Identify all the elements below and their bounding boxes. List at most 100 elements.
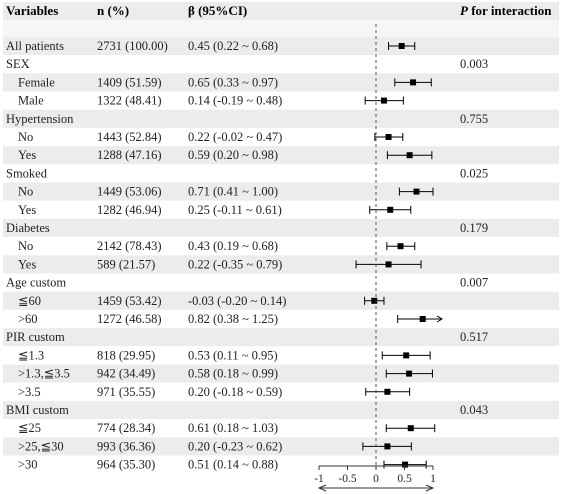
row-band <box>3 237 559 256</box>
row-band <box>3 273 559 292</box>
beta-ci: 0.22 (-0.02 ~ 0.47) <box>188 130 282 144</box>
variable-label: Hypertension <box>6 112 74 126</box>
n-percent: 1459 (53.42) <box>97 294 162 308</box>
n-percent: 942 (34.49) <box>97 367 155 381</box>
point-estimate <box>371 297 378 304</box>
point-estimate <box>402 461 409 468</box>
row-band <box>3 55 559 74</box>
x-tick-label: 1 <box>430 473 436 485</box>
beta-ci: 0.59 (0.20 ~ 0.98) <box>188 148 278 162</box>
beta-ci: 0.61 (0.18 ~ 1.03) <box>188 421 278 435</box>
beta-ci: -0.03 (-0.20 ~ 0.14) <box>188 294 286 308</box>
variable-label: Yes <box>18 257 36 271</box>
direction-arrow-right <box>425 484 435 492</box>
n-percent: 2142 (78.43) <box>97 239 162 253</box>
point-estimate <box>419 316 426 322</box>
x-axis: -1 -0.5 0 0.5 1 <box>314 24 436 492</box>
variable-label: >60 <box>18 312 38 326</box>
row-band <box>3 36 559 56</box>
variable-label: >25,≦30 <box>18 439 64 453</box>
n-percent: 1272 (46.58) <box>97 312 162 326</box>
row-band <box>3 146 559 165</box>
variable-label: Diabetes <box>6 221 50 235</box>
row-band <box>3 127 559 147</box>
p-interaction: 0.003 <box>460 57 488 71</box>
row-band <box>3 164 559 183</box>
point-estimate <box>406 152 413 159</box>
p-interaction: 0.517 <box>460 330 488 344</box>
variable-label: >3.5 <box>18 385 41 399</box>
beta-ci: 0.14 (-0.19 ~ 0.48) <box>188 94 282 108</box>
point-estimate <box>413 188 420 195</box>
row-band <box>3 328 559 347</box>
row-band <box>3 291 559 310</box>
blank-band <box>3 20 559 38</box>
row-band <box>3 400 559 420</box>
x-tick-label: -0.5 <box>338 473 356 485</box>
p-interaction: 0.007 <box>460 276 488 290</box>
row-band <box>3 91 559 110</box>
header-p-interaction: P for interaction <box>460 3 552 18</box>
beta-ci: 0.65 (0.33 ~ 0.97) <box>188 75 278 89</box>
variable-label: Age custom <box>6 276 66 290</box>
row-band <box>3 382 559 401</box>
variable-label: >30 <box>18 458 38 472</box>
variable-label: ≦60 <box>18 294 41 308</box>
variable-label: All patients <box>6 39 64 53</box>
variable-label: No <box>18 185 33 199</box>
n-percent: 1322 (48.41) <box>97 94 162 108</box>
n-percent: 964 (35.30) <box>97 458 155 472</box>
header-n: n (%) <box>97 3 129 18</box>
beta-ci: 0.22 (-0.35 ~ 0.79) <box>188 257 282 271</box>
variable-label: ≦25 <box>18 421 41 435</box>
point-estimate <box>397 243 404 250</box>
row-band <box>3 73 559 92</box>
beta-ci: 0.82 (0.38 ~ 1.25) <box>188 312 278 326</box>
variable-label: Male <box>18 94 44 108</box>
variable-label: PIR custom <box>6 330 65 344</box>
point-estimate <box>384 443 391 450</box>
n-percent: 971 (35.55) <box>97 385 155 399</box>
point-estimate <box>385 134 392 140</box>
beta-ci: 0.20 (-0.18 ~ 0.59) <box>188 385 282 399</box>
n-percent: 1282 (46.94) <box>97 203 162 217</box>
p-interaction: 0.025 <box>460 166 488 180</box>
p-interaction: 0.179 <box>460 221 488 235</box>
point-estimate <box>384 388 391 395</box>
row-band <box>3 437 559 456</box>
variable-label: Smoked <box>6 166 48 180</box>
variable-label: Yes <box>18 203 36 217</box>
point-estimate <box>398 43 405 49</box>
p-interaction: 0.043 <box>460 403 488 417</box>
row-band <box>3 109 559 128</box>
x-tick-label: 0.5 <box>397 473 412 485</box>
n-percent: 1443 (52.84) <box>97 130 162 144</box>
n-percent: 818 (29.95) <box>97 348 155 362</box>
beta-ci: 0.53 (0.11 ~ 0.95) <box>188 348 278 362</box>
point-estimate <box>380 97 387 104</box>
point-estimate <box>403 352 410 359</box>
point-estimate <box>407 425 414 432</box>
variable-label: BMI custom <box>6 403 69 417</box>
plot-marks <box>355 42 443 469</box>
variable-label: Yes <box>18 148 36 162</box>
beta-ci: 0.20 (-0.23 ~ 0.62) <box>188 439 282 453</box>
header-beta-ci: β (95%CI) <box>188 3 247 18</box>
row-band <box>3 346 559 365</box>
row-band <box>3 309 559 329</box>
row-bands <box>3 2 559 474</box>
beta-ci: 0.71 (0.41 ~ 1.00) <box>188 185 278 199</box>
n-percent: 1409 (51.59) <box>97 75 162 89</box>
row-band <box>3 255 559 274</box>
direction-arrow-left <box>317 484 327 492</box>
beta-ci: 0.43 (0.19 ~ 0.68) <box>188 239 278 253</box>
n-percent: 589 (21.57) <box>97 257 155 271</box>
point-estimate <box>385 261 392 268</box>
variable-label: No <box>18 239 33 253</box>
row-band <box>3 419 559 438</box>
n-percent: 1288 (47.16) <box>97 148 162 162</box>
header-band <box>3 2 559 20</box>
row-band <box>3 200 559 219</box>
table-rows: All patients 2731 (100.00) 0.45 (0.22 ~ 0.… <box>6 39 488 472</box>
